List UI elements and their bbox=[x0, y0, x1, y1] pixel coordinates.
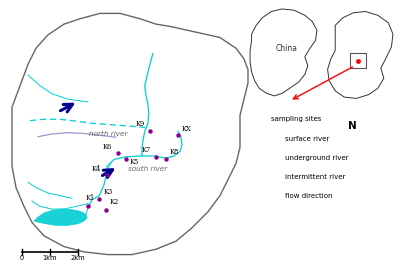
Polygon shape bbox=[34, 209, 87, 226]
Text: surface river: surface river bbox=[285, 136, 330, 142]
Text: 2km: 2km bbox=[71, 255, 85, 262]
Text: K9: K9 bbox=[136, 120, 145, 128]
Text: K3: K3 bbox=[103, 188, 112, 196]
Text: K4: K4 bbox=[92, 165, 101, 173]
Text: K6: K6 bbox=[103, 143, 112, 151]
Text: K7: K7 bbox=[142, 146, 151, 154]
Text: sampling sites: sampling sites bbox=[271, 116, 321, 122]
Text: north river: north river bbox=[89, 131, 127, 137]
Text: K8: K8 bbox=[170, 148, 179, 156]
Text: intermittent river: intermittent river bbox=[285, 174, 346, 180]
Text: flow direction: flow direction bbox=[285, 193, 333, 199]
Text: K1: K1 bbox=[86, 193, 95, 202]
Text: south river: south river bbox=[128, 166, 168, 172]
Text: N: N bbox=[348, 121, 356, 131]
Text: underground river: underground river bbox=[285, 155, 349, 161]
Text: KX: KX bbox=[182, 125, 192, 133]
Text: China: China bbox=[276, 43, 298, 53]
Text: K2: K2 bbox=[110, 198, 119, 206]
Text: K5: K5 bbox=[130, 158, 139, 166]
Text: 0: 0 bbox=[20, 255, 24, 262]
Text: 1km: 1km bbox=[43, 255, 57, 262]
